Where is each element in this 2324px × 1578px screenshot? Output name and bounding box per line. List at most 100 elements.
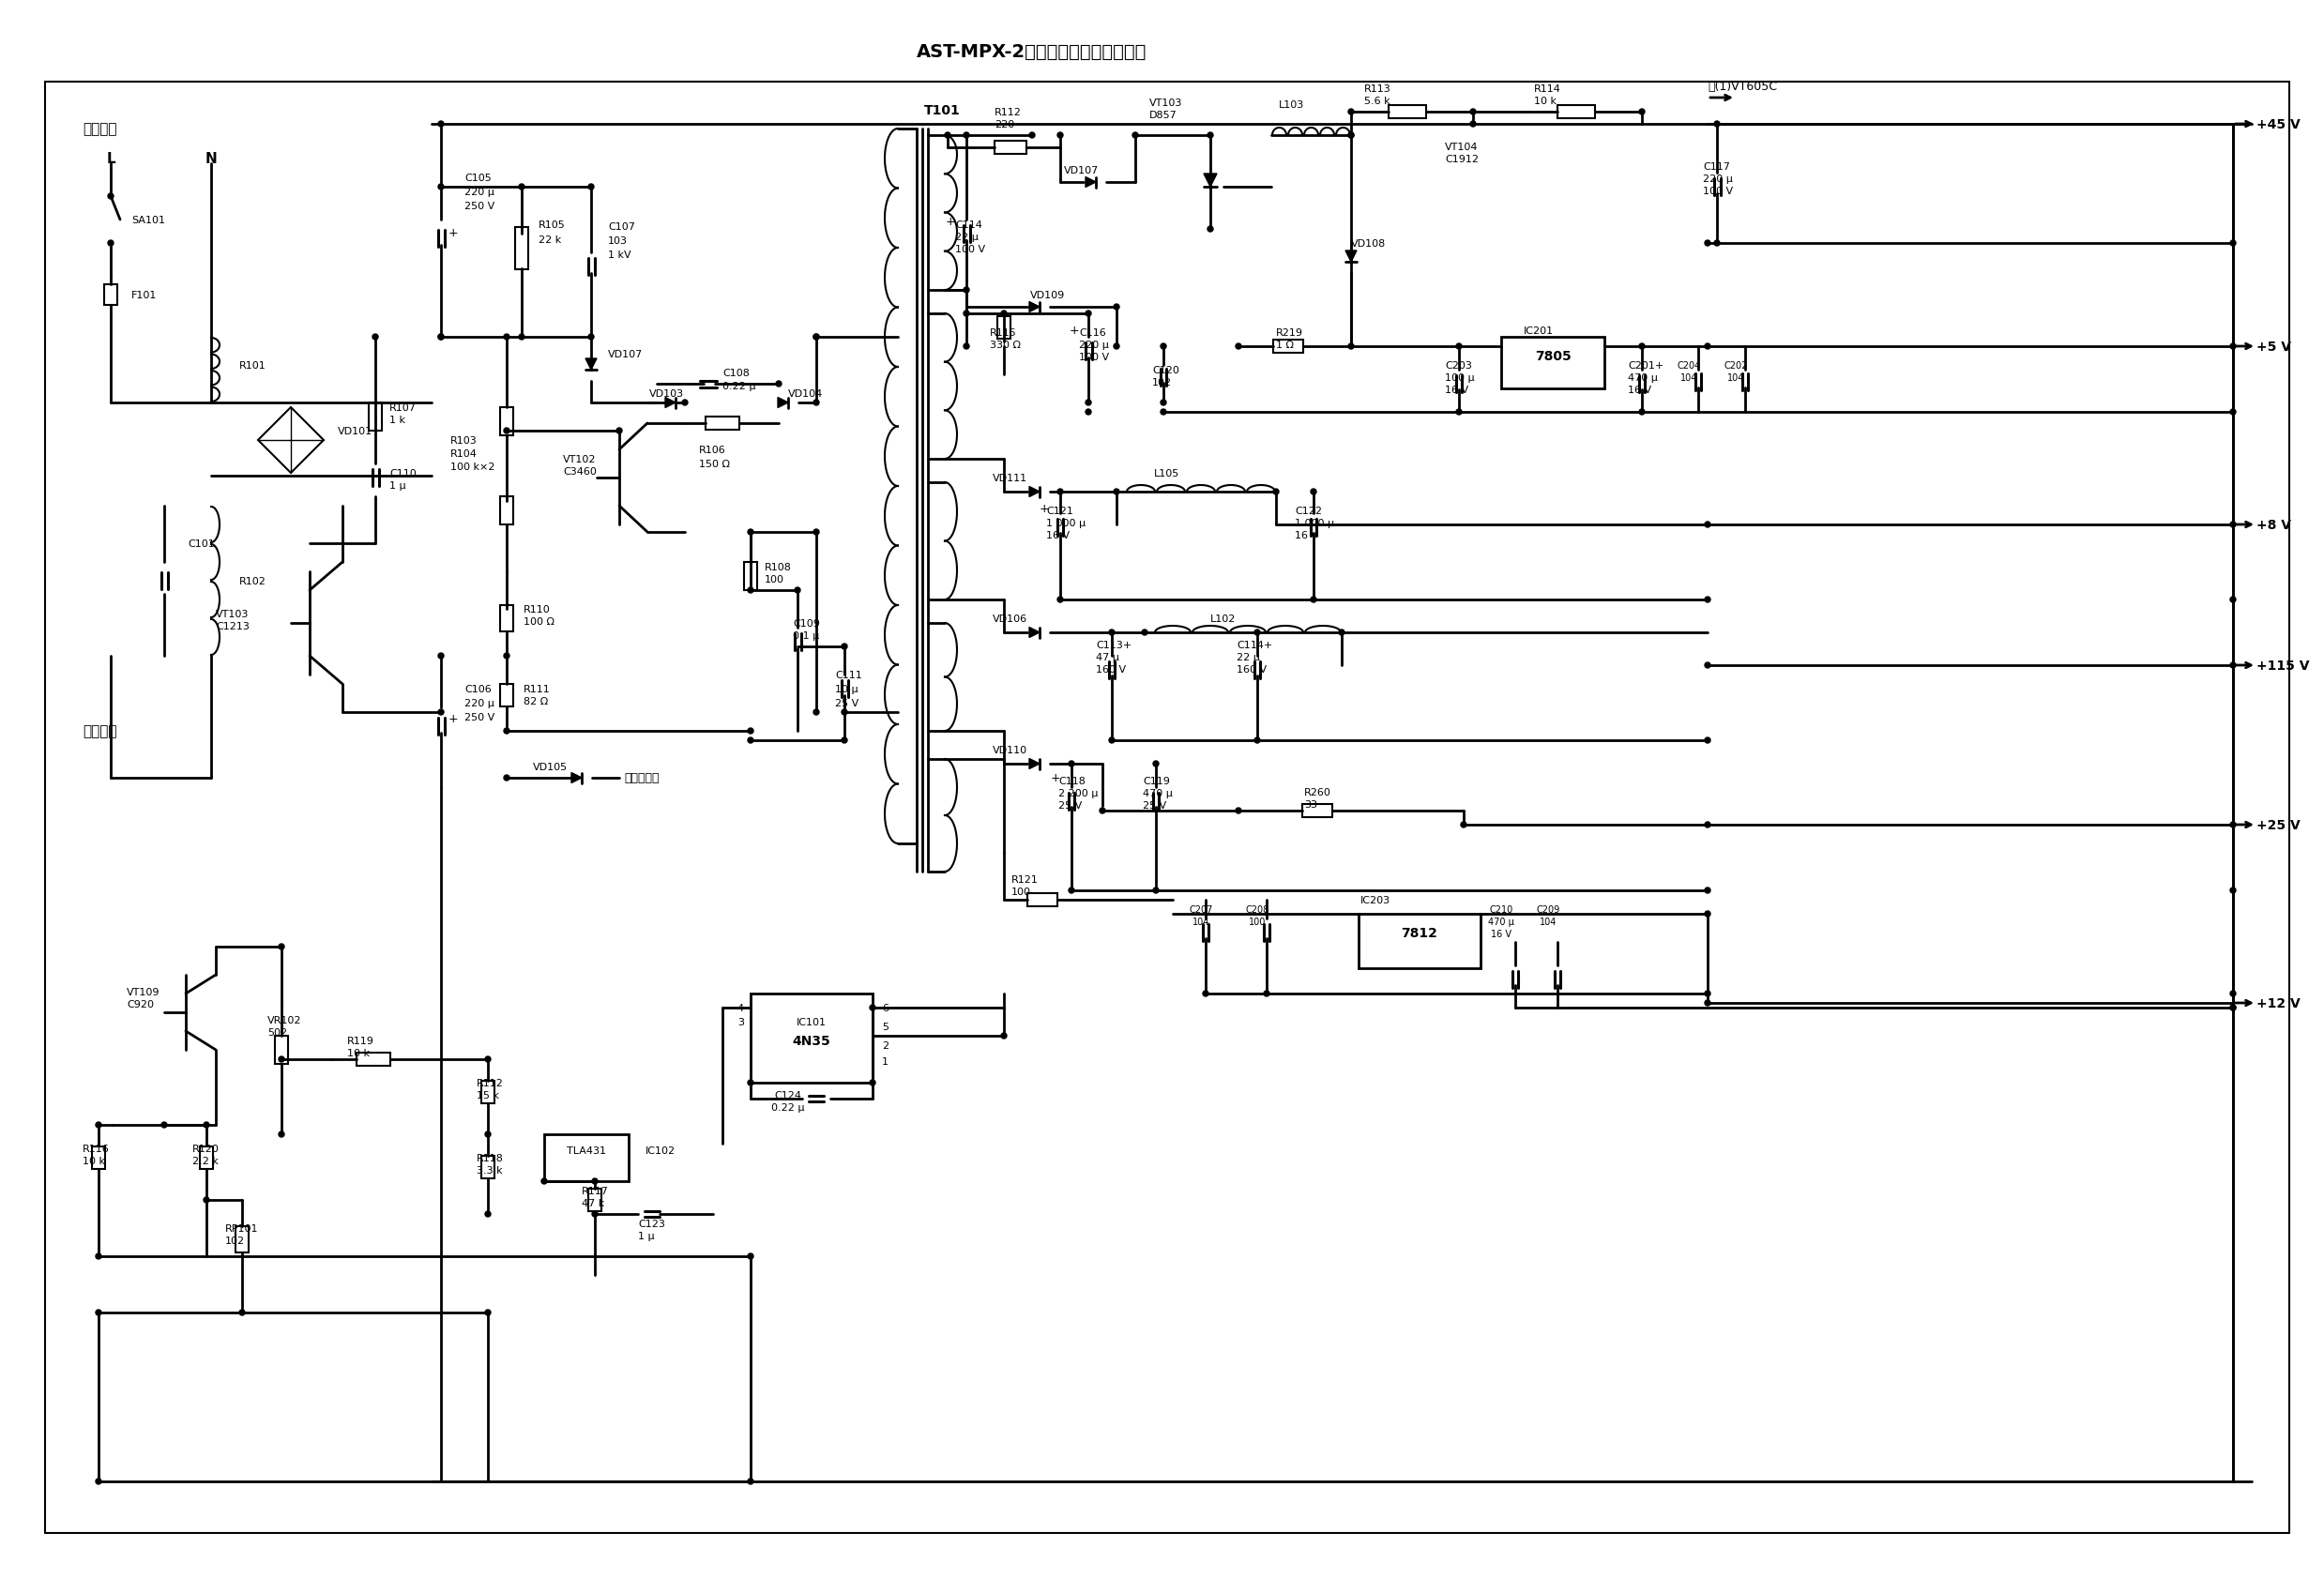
Text: C101: C101 — [188, 540, 214, 549]
Polygon shape — [1030, 628, 1039, 638]
Text: C203: C203 — [1446, 361, 1471, 371]
Text: 250 V: 250 V — [465, 713, 495, 723]
Text: 103: 103 — [609, 237, 627, 246]
Circle shape — [1085, 401, 1092, 406]
Text: 104: 104 — [1192, 917, 1208, 926]
Text: 22 k: 22 k — [539, 235, 562, 245]
Text: 0.22 μ: 0.22 μ — [772, 1103, 804, 1112]
Text: SA101: SA101 — [132, 216, 165, 226]
Circle shape — [1002, 311, 1006, 317]
Text: R107: R107 — [390, 402, 416, 412]
Circle shape — [1706, 241, 1710, 246]
Circle shape — [1113, 489, 1120, 495]
Bar — [356, 1053, 390, 1067]
Text: D857: D857 — [1150, 110, 1178, 120]
Bar — [93, 1147, 105, 1169]
Circle shape — [1236, 808, 1241, 814]
Text: 82 Ω: 82 Ω — [523, 696, 548, 705]
Circle shape — [1153, 888, 1160, 893]
Circle shape — [1099, 808, 1106, 814]
Text: 330 Ω: 330 Ω — [990, 341, 1020, 350]
Polygon shape — [1085, 178, 1097, 188]
Circle shape — [1132, 133, 1139, 139]
Text: 1 Ω: 1 Ω — [1276, 341, 1294, 350]
Text: IC203: IC203 — [1360, 895, 1390, 904]
Text: VD110: VD110 — [992, 745, 1027, 754]
Circle shape — [1204, 991, 1208, 997]
Text: C113+: C113+ — [1097, 641, 1132, 650]
Text: 47 μ: 47 μ — [1097, 653, 1120, 661]
Text: C114+: C114+ — [1236, 641, 1274, 650]
Circle shape — [205, 1198, 209, 1202]
Circle shape — [439, 710, 444, 715]
Text: +8 V: +8 V — [2257, 519, 2291, 532]
Circle shape — [1141, 630, 1148, 636]
Text: 47 k: 47 k — [581, 1198, 604, 1207]
Text: 220 μ: 220 μ — [1078, 341, 1109, 350]
Circle shape — [1069, 761, 1074, 767]
Text: L105: L105 — [1155, 469, 1181, 478]
Text: L: L — [107, 153, 116, 166]
Circle shape — [1113, 344, 1120, 350]
Text: VD105: VD105 — [532, 762, 567, 772]
Text: C119: C119 — [1143, 776, 1169, 786]
Text: +: + — [1050, 772, 1060, 784]
Circle shape — [2231, 1005, 2236, 1011]
Circle shape — [279, 944, 284, 950]
Circle shape — [107, 194, 114, 200]
Circle shape — [1706, 888, 1710, 893]
Circle shape — [588, 335, 595, 341]
Circle shape — [1069, 888, 1074, 893]
Text: R103: R103 — [451, 436, 476, 445]
Text: 25 V: 25 V — [834, 699, 858, 709]
Circle shape — [1085, 311, 1092, 317]
Bar — [706, 417, 739, 431]
Circle shape — [841, 739, 848, 743]
Text: C111: C111 — [834, 671, 862, 680]
Circle shape — [1457, 344, 1462, 350]
Text: N: N — [205, 153, 216, 166]
Circle shape — [869, 1005, 876, 1011]
Text: 消磁线圈: 消磁线圈 — [84, 724, 116, 739]
Text: 15 k: 15 k — [476, 1090, 500, 1100]
Text: 4N35: 4N35 — [792, 1034, 830, 1048]
Circle shape — [2231, 822, 2236, 828]
Text: IC201: IC201 — [1525, 327, 1555, 336]
Text: R110: R110 — [523, 604, 551, 614]
Text: R116: R116 — [84, 1144, 109, 1154]
Bar — [500, 685, 514, 707]
Text: VR102: VR102 — [267, 1015, 302, 1024]
Text: 104: 104 — [1680, 372, 1697, 382]
Bar — [588, 1188, 602, 1212]
Circle shape — [1153, 761, 1160, 767]
Text: 0.1 μ: 0.1 μ — [792, 631, 820, 641]
Circle shape — [1638, 110, 1645, 115]
Circle shape — [1638, 344, 1645, 350]
Circle shape — [1706, 1000, 1710, 1007]
Text: +25 V: +25 V — [2257, 819, 2301, 832]
Circle shape — [748, 1079, 753, 1086]
Circle shape — [813, 335, 818, 341]
Circle shape — [1236, 344, 1241, 350]
Text: VT102: VT102 — [562, 454, 597, 464]
Circle shape — [813, 335, 818, 341]
Text: 2.2 k: 2.2 k — [193, 1157, 218, 1166]
Text: VT103: VT103 — [1150, 98, 1183, 107]
Circle shape — [1348, 133, 1355, 139]
Circle shape — [1706, 991, 1710, 997]
Circle shape — [1471, 110, 1476, 115]
Text: C1912: C1912 — [1446, 155, 1478, 164]
Text: AST-MPX-2型彩色显示器的电源电路: AST-MPX-2型彩色显示器的电源电路 — [918, 43, 1148, 60]
Text: C1213: C1213 — [216, 622, 249, 631]
Bar — [997, 317, 1011, 339]
Circle shape — [160, 1122, 167, 1128]
Bar — [500, 407, 514, 436]
Text: C201+: C201+ — [1627, 361, 1664, 371]
Text: 10 k: 10 k — [1534, 96, 1557, 106]
Text: VD107: VD107 — [1064, 166, 1099, 175]
Circle shape — [2231, 344, 2236, 350]
Text: 160 V: 160 V — [1097, 664, 1127, 674]
Bar — [1501, 338, 1604, 390]
Text: IC101: IC101 — [797, 1018, 827, 1027]
Text: C108: C108 — [723, 369, 751, 377]
